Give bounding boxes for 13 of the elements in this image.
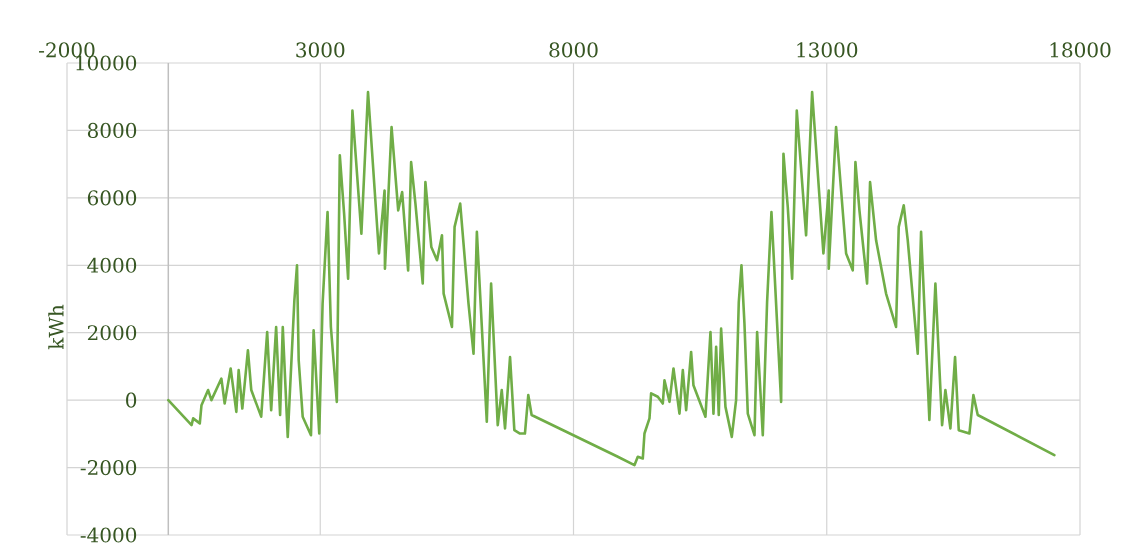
x-tick-label: 18000 bbox=[1050, 42, 1111, 58]
y-tick-label: 6000 bbox=[87, 190, 137, 206]
y-tick-label: 0 bbox=[126, 392, 137, 408]
y-tick-label: -2000 bbox=[80, 460, 137, 476]
y-tick-label: 2000 bbox=[87, 325, 137, 341]
y-tick-label: 4000 bbox=[87, 257, 137, 273]
line-series bbox=[167, 90, 1056, 467]
x-tick-label: 3000 bbox=[296, 42, 345, 58]
x-tick-label: 8000 bbox=[549, 42, 598, 58]
y-axis-title: kWh bbox=[48, 304, 64, 350]
x-tick-label: 13000 bbox=[797, 42, 858, 58]
y-tick-label: -4000 bbox=[80, 527, 137, 543]
y-tick-label: 8000 bbox=[87, 122, 137, 138]
